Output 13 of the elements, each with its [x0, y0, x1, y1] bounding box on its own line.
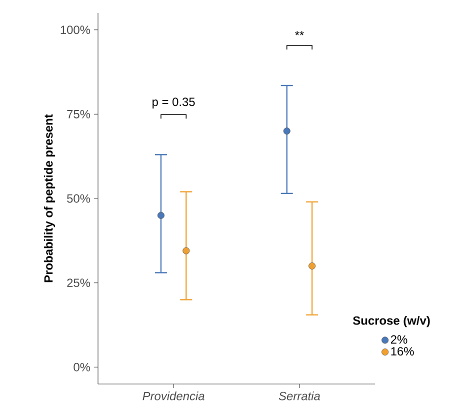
x-tick-label: Serratia [278, 392, 320, 400]
y-axis-title: Probability of peptide present [44, 114, 56, 282]
annotation: p = 0.35 [152, 98, 195, 108]
y-tick-label: 75% [67, 110, 90, 118]
annotation: ** [294, 31, 304, 36]
y-tick-label: 50% [67, 194, 90, 203]
y-tick-label: 100% [60, 26, 90, 34]
x-tick-label: Providencia [142, 392, 204, 400]
y-tick-label: 25% [67, 278, 90, 288]
legend-label: 16% [391, 347, 414, 356]
y-tick-label: 0% [74, 362, 90, 372]
legend-title: Sucrose (w/v) [353, 316, 430, 328]
legend-label: 2% [390, 335, 408, 344]
